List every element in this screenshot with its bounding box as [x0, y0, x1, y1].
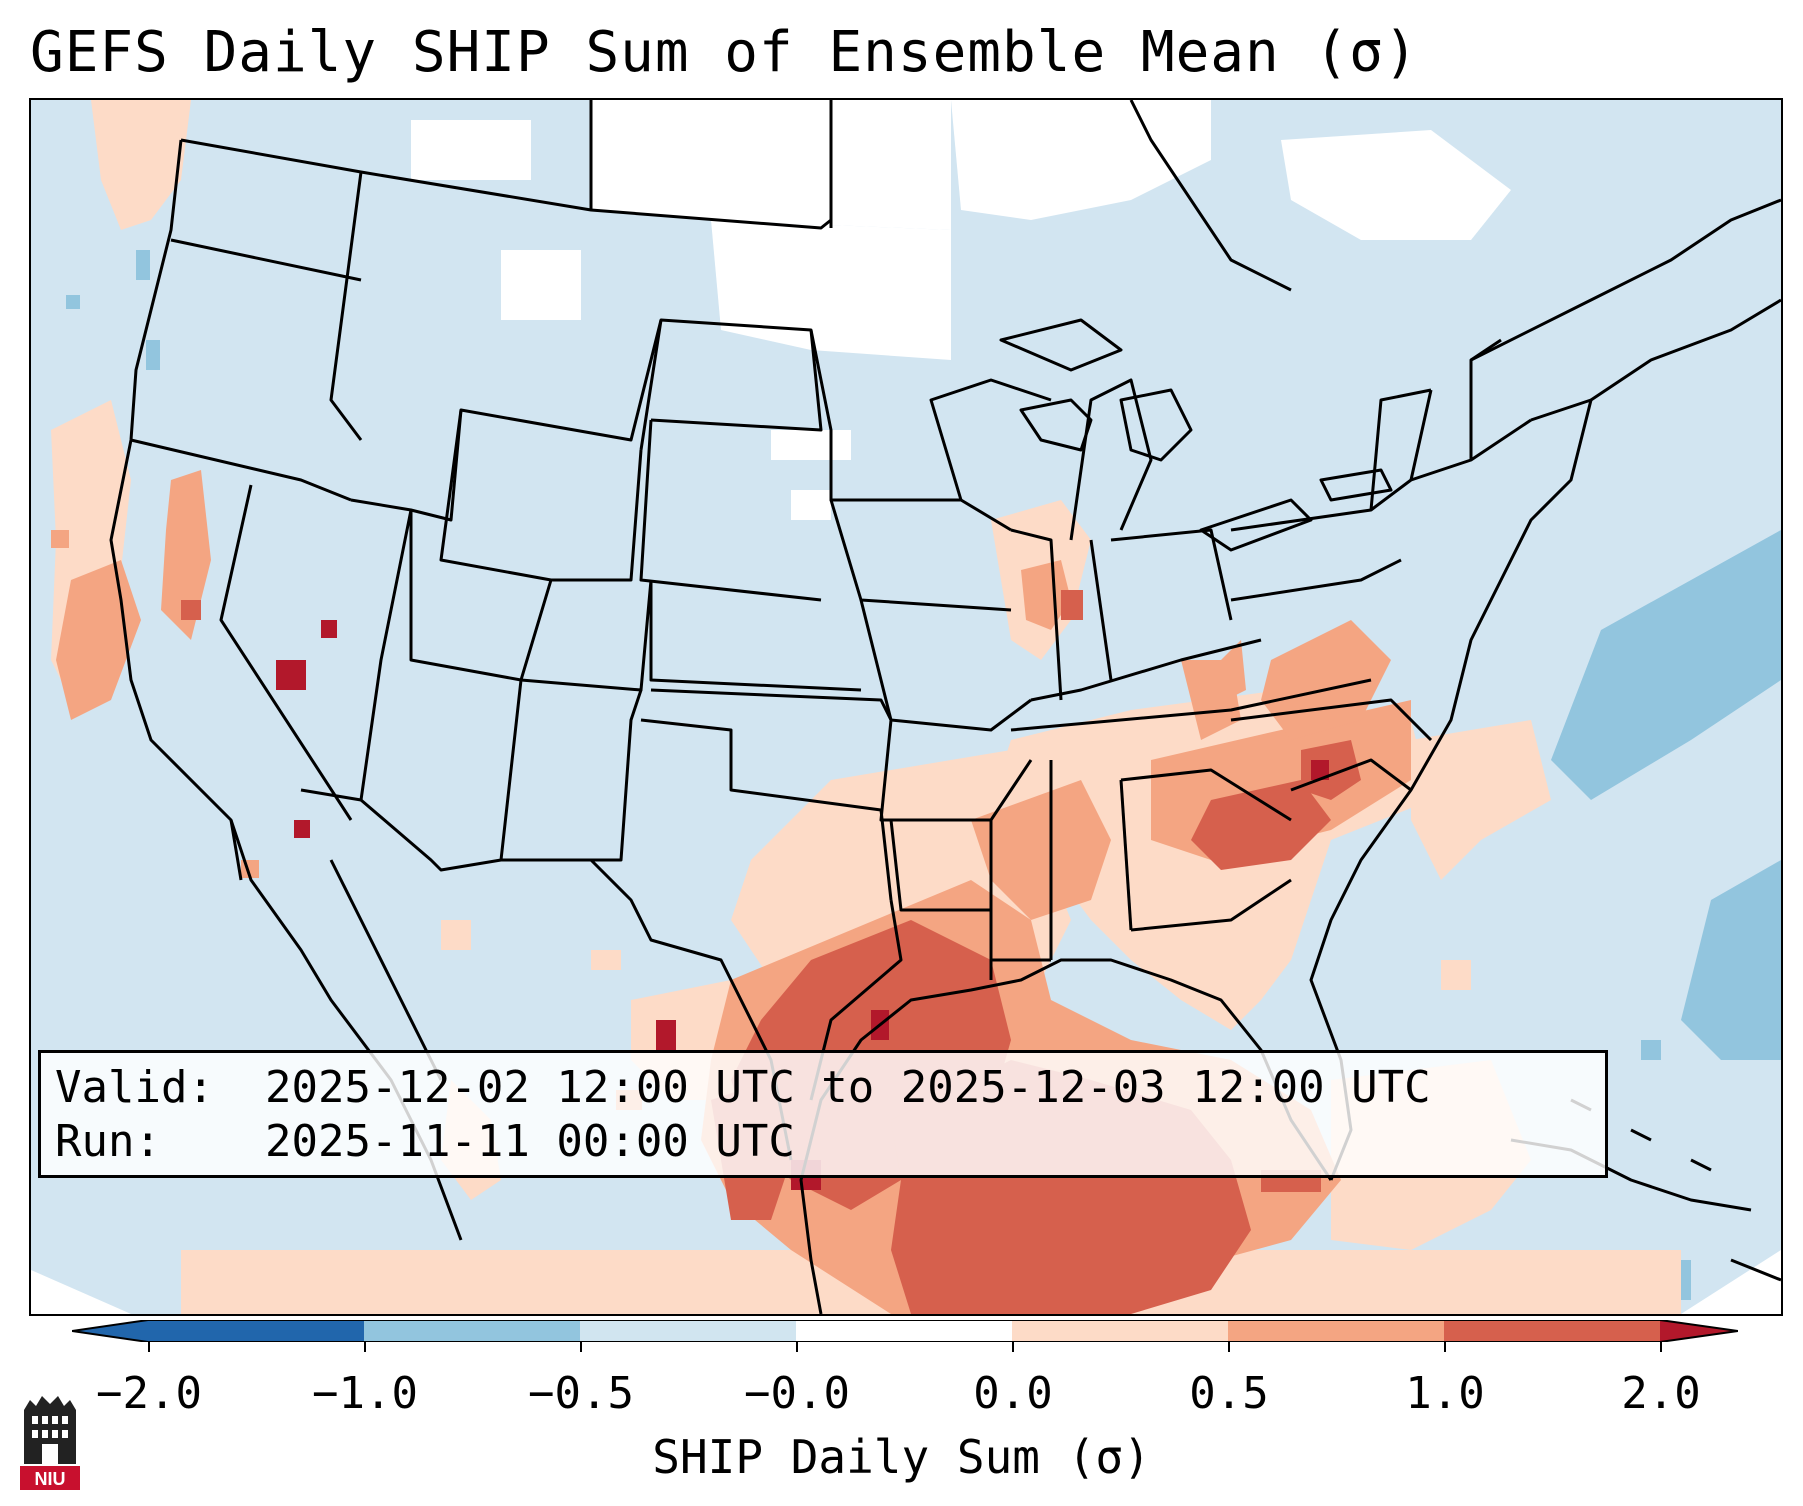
- colorbar-tick-label: 0.5: [1189, 1368, 1269, 1419]
- state-boundaries: [109, 100, 1781, 1314]
- run-row: Run: 2025-11-11 00:00 UTC: [55, 1115, 1591, 1169]
- svg-text:NIU: NIU: [35, 1469, 66, 1489]
- colorbar-under-arrow: [72, 1320, 148, 1342]
- tickmark: [580, 1342, 582, 1352]
- colorbar-tick-label: −1.0: [312, 1368, 418, 1419]
- map-title: GEFS Daily SHIP Sum of Ensemble Mean (σ): [30, 20, 1419, 85]
- colorbar-bin: [1444, 1320, 1660, 1342]
- colorbar-bin: [364, 1320, 580, 1342]
- colorbar-bin: [148, 1320, 364, 1342]
- colorbar-tick-label: −0.0: [744, 1368, 850, 1419]
- colorbar-label: SHIP Daily Sum (σ): [652, 1430, 1151, 1484]
- colorbar-tick-label: −2.0: [96, 1368, 202, 1419]
- colorbar-tick-label: −0.5: [528, 1368, 634, 1419]
- tickmark: [796, 1342, 798, 1352]
- near-zero-regions: [31, 100, 1781, 1314]
- colorbar-bin: [580, 1320, 796, 1342]
- colorbar-tick-label: 2.0: [1621, 1368, 1701, 1419]
- colorbar-over-arrow: [1660, 1320, 1738, 1342]
- colorbar-tick-label: 0.0: [973, 1368, 1053, 1419]
- colorbar: [72, 1320, 1738, 1342]
- extreme-positive-regions: [276, 620, 1329, 1190]
- colorbar-bin: [1228, 1320, 1444, 1342]
- valid-row: Valid: 2025-12-02 12:00 UTC to 2025-12-0…: [55, 1061, 1591, 1115]
- colorbar-tick-label: 1.0: [1405, 1368, 1485, 1419]
- tickmark: [1012, 1342, 1014, 1352]
- validity-info-box: Valid: 2025-12-02 12:00 UTC to 2025-12-0…: [38, 1050, 1608, 1178]
- colorbar-bin: [796, 1320, 1012, 1342]
- tickmark: [364, 1342, 366, 1352]
- run-key: Run:: [55, 1116, 161, 1167]
- niu-logo: NIU: [20, 1396, 80, 1490]
- valid-value: 2025-12-02 12:00 UTC to 2025-12-03 12:00…: [265, 1062, 1431, 1113]
- valid-key: Valid:: [55, 1062, 214, 1113]
- tickmark: [1444, 1342, 1446, 1352]
- colorbar-bin: [1012, 1320, 1228, 1342]
- tickmark: [1660, 1342, 1662, 1352]
- run-value: 2025-11-11 00:00 UTC: [265, 1116, 795, 1167]
- tickmark: [1228, 1342, 1230, 1352]
- tickmark: [148, 1342, 150, 1352]
